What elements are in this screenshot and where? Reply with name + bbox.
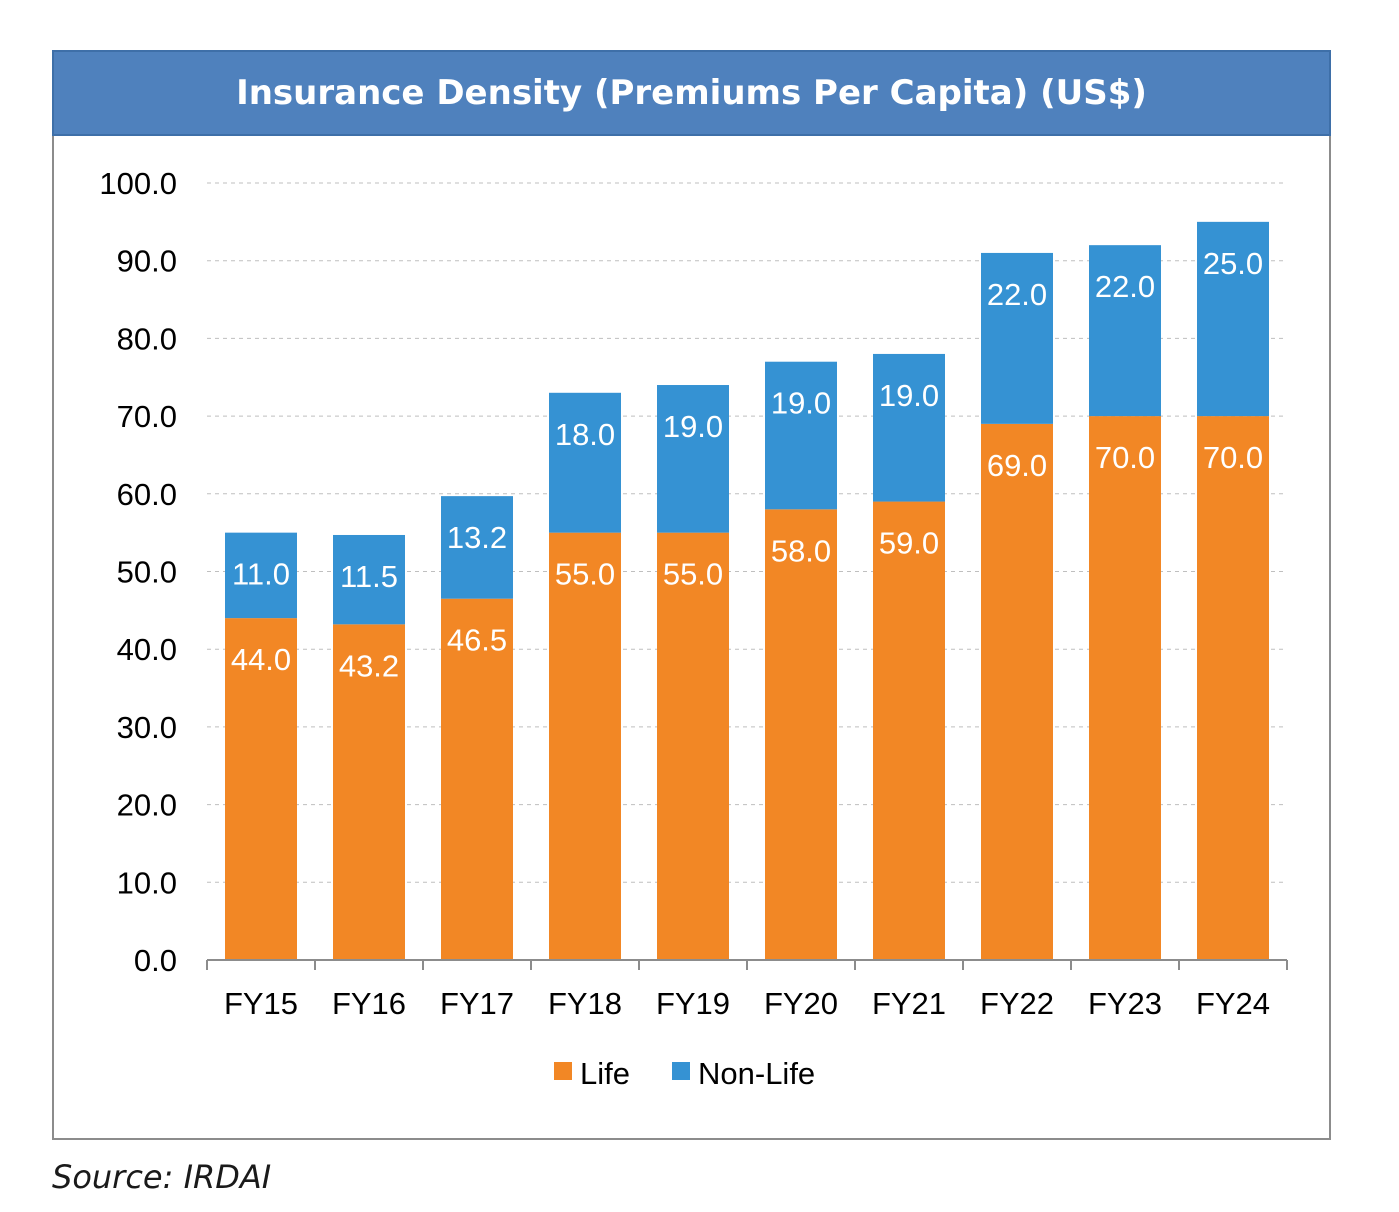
data-label: 55.0 bbox=[663, 557, 723, 592]
data-label: 11.5 bbox=[340, 559, 398, 594]
x-tick-label: FY19 bbox=[656, 986, 730, 1021]
data-label: 13.2 bbox=[447, 520, 507, 555]
x-tick-label: FY18 bbox=[548, 986, 622, 1021]
bar-non-life-fy23 bbox=[1089, 245, 1161, 417]
legend-label: Non-Life bbox=[698, 1056, 815, 1091]
x-tick-label: FY22 bbox=[980, 986, 1054, 1021]
legend-swatch-non-life bbox=[672, 1062, 690, 1080]
bar-life-fy15 bbox=[225, 618, 297, 960]
source-note: Source: IRDAI bbox=[52, 1158, 272, 1196]
data-label: 44.0 bbox=[231, 642, 291, 677]
bar-non-life-fy19 bbox=[657, 385, 729, 533]
bar-life-fy17 bbox=[441, 598, 513, 960]
bar-non-life-fy17 bbox=[441, 496, 513, 599]
legend-swatch-life bbox=[554, 1062, 572, 1080]
data-label: 70.0 bbox=[1203, 440, 1263, 475]
data-label: 43.2 bbox=[339, 648, 399, 683]
bar-life-fy21 bbox=[873, 501, 945, 960]
y-tick-label: 20.0 bbox=[117, 788, 177, 823]
y-tick-label: 10.0 bbox=[117, 865, 177, 900]
y-tick-label: 70.0 bbox=[117, 399, 177, 434]
data-label: 58.0 bbox=[771, 533, 831, 568]
y-tick-label: 60.0 bbox=[117, 477, 177, 512]
bar-life-fy24 bbox=[1197, 416, 1269, 961]
bar-non-life-fy20 bbox=[765, 361, 837, 510]
bar-life-fy22 bbox=[981, 423, 1053, 960]
bar-life-fy23 bbox=[1089, 416, 1161, 961]
data-label: 55.0 bbox=[555, 557, 615, 592]
y-tick-label: 80.0 bbox=[117, 321, 177, 356]
data-label: 59.0 bbox=[879, 526, 939, 561]
bar-non-life-fy24 bbox=[1197, 221, 1269, 417]
data-label: 11.0 bbox=[232, 557, 290, 592]
bar-non-life-fy21 bbox=[873, 353, 945, 502]
bar-non-life-fy22 bbox=[981, 252, 1053, 424]
data-label: 18.0 bbox=[555, 417, 615, 452]
x-tick-label: FY20 bbox=[764, 986, 838, 1021]
data-label: 46.5 bbox=[447, 623, 507, 658]
bar-non-life-fy18 bbox=[549, 392, 621, 533]
bar-non-life-fy16 bbox=[333, 534, 405, 625]
data-label: 70.0 bbox=[1095, 440, 1155, 475]
data-label: 19.0 bbox=[771, 386, 831, 421]
y-tick-label: 100.0 bbox=[99, 166, 177, 201]
x-tick-label: FY21 bbox=[872, 986, 946, 1021]
y-tick-label: 50.0 bbox=[117, 555, 177, 590]
data-label: 22.0 bbox=[987, 277, 1047, 312]
data-label: 22.0 bbox=[1095, 269, 1155, 304]
bar-life-fy20 bbox=[765, 509, 837, 960]
y-tick-label: 90.0 bbox=[117, 244, 177, 279]
bar-life-fy16 bbox=[333, 624, 405, 960]
chart-frame: 0.0 10.0 20.0 30.0 40.0 50.0 60.0 70.0 80.0 90.0 1… bbox=[52, 136, 1331, 1140]
data-label: 19.0 bbox=[663, 409, 723, 444]
stacked-bar-chart: 0.0 10.0 20.0 30.0 40.0 50.0 60.0 70.0 80.0 90.0 1… bbox=[99, 166, 1288, 1091]
x-tick-label: FY16 bbox=[332, 986, 406, 1021]
x-tick-label: FY23 bbox=[1088, 986, 1162, 1021]
y-tick-label: 30.0 bbox=[117, 710, 177, 745]
chart-title-bar: Insurance Density (Premiums Per Capita) … bbox=[52, 50, 1331, 136]
data-label: 19.0 bbox=[879, 378, 939, 413]
bar-life-fy19 bbox=[657, 532, 729, 960]
y-tick-label: 0.0 bbox=[134, 943, 177, 978]
chart-title: Insurance Density (Premiums Per Capita) … bbox=[236, 73, 1147, 113]
bar-life-fy18 bbox=[549, 532, 621, 960]
legend-label: Life bbox=[580, 1056, 630, 1091]
x-tick-label: FY17 bbox=[440, 986, 514, 1021]
bar-non-life-fy15 bbox=[225, 532, 297, 619]
x-tick-label: FY24 bbox=[1196, 986, 1270, 1021]
data-label: 25.0 bbox=[1203, 246, 1263, 281]
data-label: 69.0 bbox=[987, 448, 1047, 483]
x-tick-label: FY15 bbox=[224, 986, 298, 1021]
y-tick-label: 40.0 bbox=[117, 632, 177, 667]
